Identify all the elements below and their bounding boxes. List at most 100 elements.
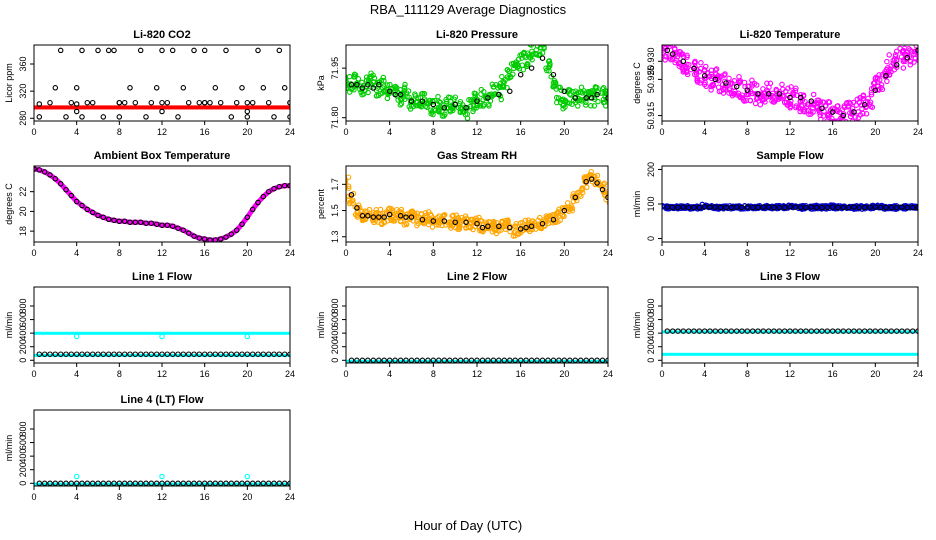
- data-point-avg: [207, 480, 213, 486]
- data-point-avg: [776, 328, 783, 334]
- data-point-avg: [691, 65, 697, 72]
- data-point-avg: [376, 214, 382, 220]
- data-point-avg: [68, 99, 75, 106]
- data-point-avg: [819, 105, 825, 112]
- data-point-avg: [207, 351, 213, 357]
- data-point-avg: [507, 357, 513, 363]
- data-point-raw: [477, 227, 483, 234]
- data-point-avg: [41, 351, 48, 357]
- x-tick-label: 8: [117, 369, 122, 379]
- data-point-avg: [733, 83, 740, 90]
- data-point-avg: [512, 357, 518, 363]
- data-point-avg: [95, 351, 101, 357]
- y-tick-label: 200: [18, 339, 28, 354]
- data-point-raw: [917, 204, 918, 208]
- y-tick-label: 50.930: [646, 48, 656, 76]
- data-point-avg: [121, 480, 128, 486]
- y-tick-label: 1.7: [330, 178, 340, 191]
- data-point-avg: [577, 357, 584, 363]
- data-point-avg: [212, 85, 219, 91]
- x-tick-label: 8: [745, 369, 750, 379]
- data-point-avg: [835, 204, 841, 211]
- data-point-avg: [47, 99, 53, 106]
- data-point-avg: [893, 328, 900, 334]
- data-point-raw: [907, 47, 913, 53]
- data-point-avg: [143, 480, 149, 486]
- data-point-raw: [499, 218, 506, 224]
- data-point-avg: [127, 480, 133, 486]
- x-tick-label: 4: [74, 248, 79, 258]
- data-point-avg: [36, 101, 43, 107]
- data-point-avg: [517, 226, 524, 232]
- x-tick-label: 24: [913, 248, 923, 258]
- panel-ambient: Ambient Box Temperature degrees C 0 4 8 12 16 2…: [4, 150, 295, 258]
- data-point-avg: [239, 351, 245, 357]
- data-point-raw: [893, 48, 900, 55]
- data-point-raw: [478, 86, 485, 93]
- x-tick-label: 20: [870, 248, 880, 258]
- data-point-raw: [823, 102, 829, 109]
- data-point-avg: [739, 328, 745, 334]
- data-point-avg: [899, 204, 905, 210]
- x-tick-label: 12: [157, 127, 167, 137]
- x-tick-label: 16: [516, 127, 526, 137]
- data-point-avg: [143, 220, 149, 226]
- data-point-avg: [664, 204, 671, 210]
- data-point-raw: [489, 81, 496, 88]
- data-point-avg: [137, 480, 144, 486]
- panel-title: Line 1 Flow: [132, 271, 192, 283]
- x-tick-label: 24: [603, 127, 613, 137]
- data-point-raw: [663, 54, 669, 60]
- data-point-avg: [370, 357, 377, 363]
- x-tick-label: 20: [242, 248, 252, 258]
- data-point-avg: [675, 328, 681, 334]
- data-point-avg: [36, 167, 43, 173]
- data-point-avg: [744, 328, 751, 334]
- data-point-avg: [861, 204, 868, 211]
- y-axis-label: kPa: [316, 75, 326, 91]
- data-point-avg: [712, 328, 719, 334]
- data-point-avg: [111, 47, 117, 54]
- data-point-avg: [105, 47, 112, 54]
- data-point-avg: [419, 98, 426, 104]
- data-point-avg: [265, 480, 272, 486]
- plot-data: [346, 168, 608, 239]
- data-point-avg: [749, 204, 756, 211]
- data-point-raw: [517, 229, 524, 236]
- data-point-raw: [839, 107, 846, 113]
- data-point-avg: [680, 328, 687, 334]
- data-point-avg: [370, 214, 377, 220]
- data-point-raw: [398, 100, 405, 107]
- data-point-avg: [712, 76, 719, 83]
- plot-data: [662, 45, 918, 121]
- data-point-raw: [808, 111, 814, 117]
- data-point-raw: [578, 84, 585, 91]
- data-point-raw: [762, 99, 768, 105]
- data-point-raw: [801, 107, 808, 113]
- data-point-avg: [787, 204, 793, 210]
- data-point-raw: [684, 61, 690, 68]
- data-point-avg: [808, 328, 815, 334]
- data-point-avg: [872, 87, 879, 93]
- data-point-raw: [562, 104, 568, 110]
- data-point-avg: [893, 204, 900, 211]
- data-point-avg: [392, 91, 398, 98]
- data-point-raw: [430, 111, 436, 118]
- data-point-spikes: [244, 473, 251, 480]
- data-point-avg: [47, 172, 53, 178]
- data-point-avg: [765, 91, 772, 97]
- data-point-raw: [865, 99, 871, 105]
- data-point-avg: [201, 236, 208, 242]
- data-point-avg: [717, 328, 724, 334]
- data-point-raw: [699, 204, 705, 211]
- data-point-raw: [752, 91, 759, 97]
- data-point-avg: [169, 480, 176, 486]
- data-point-raw: [553, 94, 560, 101]
- y-tick-label: 800: [18, 298, 28, 313]
- data-point-raw: [516, 66, 523, 72]
- data-point-raw: [463, 107, 469, 114]
- data-point-raw: [901, 45, 908, 52]
- data-point-raw: [669, 56, 676, 62]
- data-point-raw: [726, 75, 732, 82]
- data-point-avg: [212, 480, 219, 486]
